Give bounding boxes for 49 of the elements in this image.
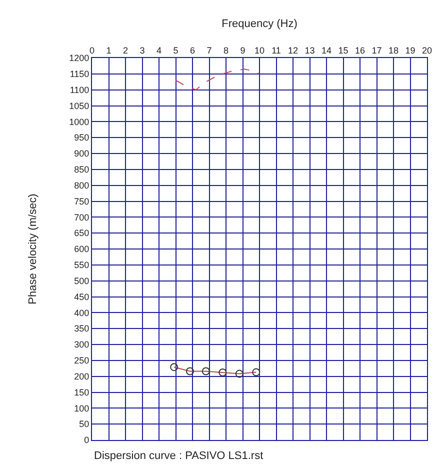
x-tick-label: 5 bbox=[173, 45, 178, 56]
y-tick-label: 1150 bbox=[70, 69, 90, 80]
y-tick-label: 200 bbox=[74, 371, 90, 382]
y-tick-label: 1100 bbox=[70, 84, 90, 95]
x-tick-label: 12 bbox=[288, 45, 298, 56]
x-tick-label: 4 bbox=[156, 45, 162, 56]
y-tick-label: 900 bbox=[74, 148, 90, 159]
y-tick-label: 500 bbox=[74, 276, 90, 286]
y-tick-label: 850 bbox=[74, 164, 90, 175]
y-tick-label: 950 bbox=[74, 132, 90, 143]
x-tick-label: 6 bbox=[190, 45, 196, 56]
x-tick-label: 19 bbox=[405, 45, 416, 56]
x-tick-label: 16 bbox=[354, 45, 366, 56]
y-tick-label: 1050 bbox=[69, 100, 90, 111]
x-tick-label: 9 bbox=[240, 45, 246, 56]
x-tick-label: 10 bbox=[254, 45, 265, 56]
x-tick-label: 15 bbox=[338, 45, 348, 56]
x-tick-label: 11 bbox=[272, 45, 281, 56]
y-tick-label: 700 bbox=[74, 212, 90, 222]
y-tick-label: 450 bbox=[74, 292, 90, 302]
x-tick-label: 14 bbox=[321, 45, 332, 56]
y-tick-label: 150 bbox=[74, 387, 90, 398]
y-axis-title: Phase velocity (m/sec) bbox=[26, 194, 39, 304]
y-tick-label: 100 bbox=[74, 403, 90, 414]
y-tick-label: 750 bbox=[74, 196, 90, 206]
y-tick-label: 550 bbox=[74, 260, 90, 270]
y-tick-label: 800 bbox=[74, 180, 90, 190]
line-series bbox=[175, 68, 260, 90]
x-tick-label: 7 bbox=[206, 45, 212, 56]
x-tick-label: 8 bbox=[223, 45, 229, 56]
x-tick-label: 1 bbox=[106, 45, 112, 56]
y-tick-label: 600 bbox=[74, 244, 90, 254]
y-tick-label: 650 bbox=[74, 228, 90, 238]
text: Dispersion curve : PASIVO LS1.rst bbox=[94, 450, 264, 462]
x-tick-label: 18 bbox=[388, 45, 399, 56]
x-axis-title: Frequency (Hz) bbox=[222, 18, 298, 30]
y-tick-label: 1000 bbox=[69, 116, 90, 127]
y-tick-label: 0 bbox=[84, 435, 90, 446]
y-tick-label: 350 bbox=[74, 324, 90, 334]
x-tick-label: 13 bbox=[304, 45, 315, 56]
x-tick-label: 2 bbox=[122, 45, 128, 56]
x-tick-label: 17 bbox=[372, 45, 382, 56]
y-tick-label: 250 bbox=[74, 356, 90, 366]
y-tick-label: 50 bbox=[79, 419, 90, 430]
y-tick-label: 400 bbox=[74, 308, 90, 318]
x-tick-label: 20 bbox=[422, 45, 432, 56]
y-tick-label: 300 bbox=[74, 340, 90, 350]
y-tick-label: 1200 bbox=[69, 53, 90, 64]
x-tick-label: 3 bbox=[140, 45, 145, 56]
